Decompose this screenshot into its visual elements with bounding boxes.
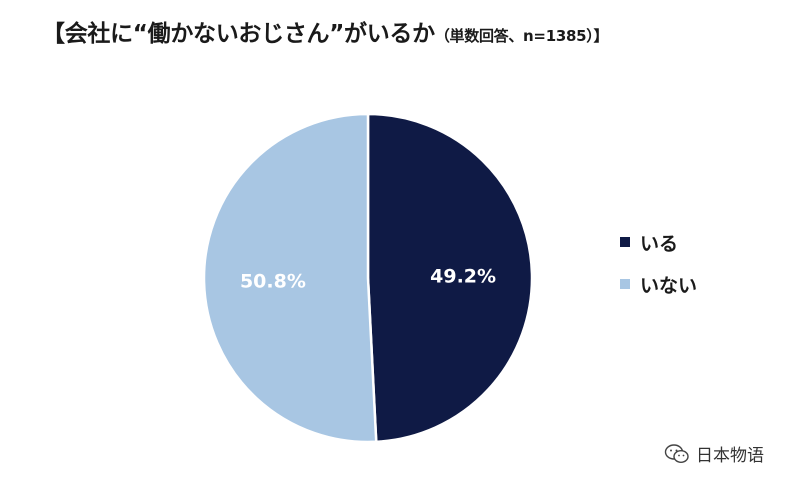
legend-swatch-inai — [620, 279, 630, 289]
wechat-icon — [664, 443, 689, 463]
chart-title: 【会社に“働かないおじさん”がいるか（単数回答、n=1385）】 — [42, 14, 608, 48]
watermark-text: 日本物语 — [696, 446, 764, 466]
pie-slice-1 — [202, 112, 378, 444]
chart-subtitle: （単数回答、n=1385）】 — [434, 27, 609, 45]
legend-label-inai: いない — [640, 274, 698, 297]
legend-label-iru: いる — [640, 232, 679, 255]
pie-data-label-1: 50.8% — [240, 270, 306, 292]
pie-slice-0 — [366, 112, 534, 444]
legend-item-inai: いない — [620, 270, 697, 298]
legend-swatch-iru — [620, 237, 630, 247]
chart-title-main: 【会社に“働かないおじさん”がいるか — [42, 21, 435, 47]
legend: いる いない — [620, 228, 697, 312]
watermark: 日本物语 — [664, 441, 764, 466]
pie-data-label-0: 49.2% — [430, 266, 496, 288]
legend-item-iru: いる — [620, 228, 697, 256]
